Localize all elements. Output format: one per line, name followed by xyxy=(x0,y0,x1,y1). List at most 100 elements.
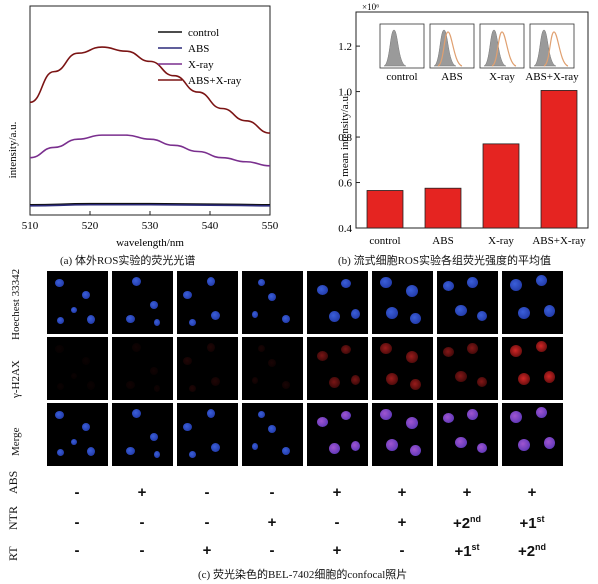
cell-nucleus xyxy=(189,451,196,458)
confocal-image xyxy=(372,337,433,400)
confocal-image xyxy=(307,271,368,334)
cell-nucleus xyxy=(82,291,90,299)
treatment-mark: - xyxy=(139,514,145,531)
cell-nucleus xyxy=(82,357,90,365)
treatment-mark: - xyxy=(74,484,80,501)
inset-label: X-ray xyxy=(489,71,515,83)
y-tick-label: 1.0 xyxy=(338,87,352,99)
cell-nucleus xyxy=(455,437,467,448)
cell-nucleus xyxy=(87,315,95,324)
cell-nucleus xyxy=(87,447,95,456)
cell-nucleus xyxy=(82,423,90,431)
category-label: control xyxy=(369,235,400,247)
cell-nucleus xyxy=(477,443,487,453)
cell-nucleus xyxy=(329,377,340,388)
cell-nucleus xyxy=(477,311,487,321)
spectrum-ylabel: intensity/a.u. xyxy=(7,121,19,178)
treatment-mark: - xyxy=(204,514,210,531)
confocal-image xyxy=(437,337,498,400)
inset-histogram-treated xyxy=(437,31,463,67)
treatment-mark: + xyxy=(527,484,537,501)
treatment-mark: +1st xyxy=(519,514,545,532)
inset-box xyxy=(479,23,525,69)
confocal-image xyxy=(372,271,433,334)
cell-nucleus xyxy=(329,311,340,322)
cell-nucleus xyxy=(510,345,522,357)
caption-b: (b) 流式细胞ROS实验各组荧光强度的平均值 xyxy=(338,255,551,267)
cell-nucleus xyxy=(282,315,290,323)
cell-nucleus xyxy=(258,411,265,418)
inset-histogram-treated xyxy=(543,31,569,67)
legend-entry: X-ray xyxy=(188,59,214,71)
cell-nucleus xyxy=(150,433,158,441)
legend-entry: ABS xyxy=(188,43,209,55)
cell-nucleus xyxy=(132,277,141,286)
cell-nucleus xyxy=(268,425,276,433)
cell-nucleus xyxy=(150,301,158,309)
bar xyxy=(424,187,462,229)
cell-nucleus xyxy=(126,447,135,455)
cell-nucleus xyxy=(211,311,220,320)
treatment-mark: - xyxy=(74,514,80,531)
cell-nucleus xyxy=(207,409,215,418)
cell-nucleus xyxy=(71,439,77,445)
confocal-image xyxy=(437,403,498,466)
cell-nucleus xyxy=(132,343,141,352)
cell-nucleus xyxy=(183,291,192,299)
cell-nucleus xyxy=(55,345,64,353)
confocal-image xyxy=(47,403,108,466)
treatment-mark: + xyxy=(137,484,147,501)
cell-nucleus xyxy=(183,357,192,365)
confocal-image xyxy=(47,271,108,334)
cell-nucleus xyxy=(536,341,547,352)
cell-nucleus xyxy=(410,445,421,456)
treatment-mark: + xyxy=(332,542,342,559)
cell-nucleus xyxy=(126,315,135,323)
treatment-mark: - xyxy=(204,484,210,501)
cell-nucleus xyxy=(189,319,196,326)
spectrum-plot-frame xyxy=(29,5,271,216)
inset-label: ABS+X-ray xyxy=(525,71,579,83)
treatment-label-abs: ABS xyxy=(6,470,20,494)
treatment-mark: + xyxy=(202,542,212,559)
x-tick-label: 520 xyxy=(82,220,99,232)
cell-nucleus xyxy=(455,305,467,316)
series-line-3 xyxy=(29,46,271,134)
cell-nucleus xyxy=(154,451,160,458)
cell-nucleus xyxy=(467,409,478,420)
confocal-image xyxy=(437,271,498,334)
inset-histogram-control xyxy=(383,29,407,67)
x-tick-label: 530 xyxy=(142,220,159,232)
confocal-image xyxy=(177,271,238,334)
cell-nucleus xyxy=(57,449,64,456)
treatment-label-rt: RT xyxy=(6,546,20,561)
cell-nucleus xyxy=(341,411,351,420)
treatment-mark: + xyxy=(462,484,472,501)
cell-nucleus xyxy=(467,277,478,288)
treatment-mark: - xyxy=(139,542,145,559)
legend-entry: control xyxy=(188,27,219,39)
confocal-image xyxy=(112,337,173,400)
cell-nucleus xyxy=(410,379,421,390)
confocal-image xyxy=(372,403,433,466)
cell-nucleus xyxy=(126,381,135,389)
y-tick-label: 0.6 xyxy=(338,178,352,190)
mean-intensity-chart: 0.4 0.6 0.8 1.0 1.2 control ABS X-ray ABS+X-ray… xyxy=(338,2,589,247)
confocal-image xyxy=(307,337,368,400)
confocal-image xyxy=(502,337,563,400)
cell-nucleus xyxy=(386,439,398,451)
cell-nucleus xyxy=(207,277,215,286)
cell-nucleus xyxy=(57,317,64,324)
cell-nucleus xyxy=(386,373,398,385)
treatment-mark: - xyxy=(399,542,405,559)
cell-nucleus xyxy=(536,407,547,418)
series-line-2 xyxy=(29,134,271,167)
cell-nucleus xyxy=(544,437,555,449)
cell-nucleus xyxy=(351,375,360,385)
cell-nucleus xyxy=(380,277,392,288)
spectrum-chart: 510 520 530 540 550 control ABS X-ray ABS+X-ray… xyxy=(7,5,279,249)
treatment-label-ntr: NTR xyxy=(6,506,20,530)
y-tick-label: 1.2 xyxy=(338,41,352,53)
treatment-mark: + xyxy=(332,484,342,501)
cell-nucleus xyxy=(154,319,160,326)
